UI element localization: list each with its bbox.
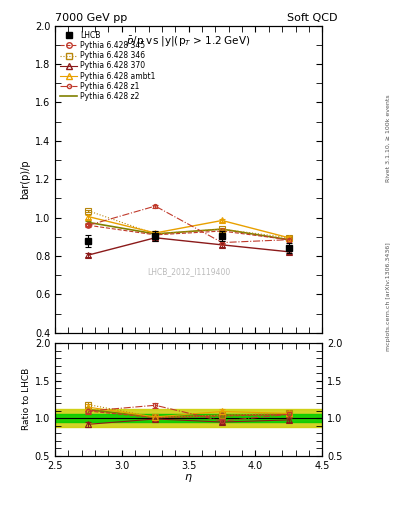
Text: mcplots.cern.ch [arXiv:1306.3436]: mcplots.cern.ch [arXiv:1306.3436] [386,243,391,351]
Text: Rivet 3.1.10, ≥ 100k events: Rivet 3.1.10, ≥ 100k events [386,94,391,182]
X-axis label: $\eta$: $\eta$ [184,472,193,484]
Text: $\bar{p}$/p vs |y|(p$_{T}$ > 1.2 GeV): $\bar{p}$/p vs |y|(p$_{T}$ > 1.2 GeV) [127,35,251,49]
Text: 7000 GeV pp: 7000 GeV pp [55,13,127,23]
Y-axis label: bar(p)/p: bar(p)/p [20,159,31,199]
Y-axis label: Ratio to LHCB: Ratio to LHCB [22,368,31,431]
Legend: LHCB, Pythia 6.428 345, Pythia 6.428 346, Pythia 6.428 370, Pythia 6.428 ambt1, : LHCB, Pythia 6.428 345, Pythia 6.428 346… [59,29,157,102]
Text: LHCB_2012_I1119400: LHCB_2012_I1119400 [147,267,230,276]
Text: Soft QCD: Soft QCD [288,13,338,23]
